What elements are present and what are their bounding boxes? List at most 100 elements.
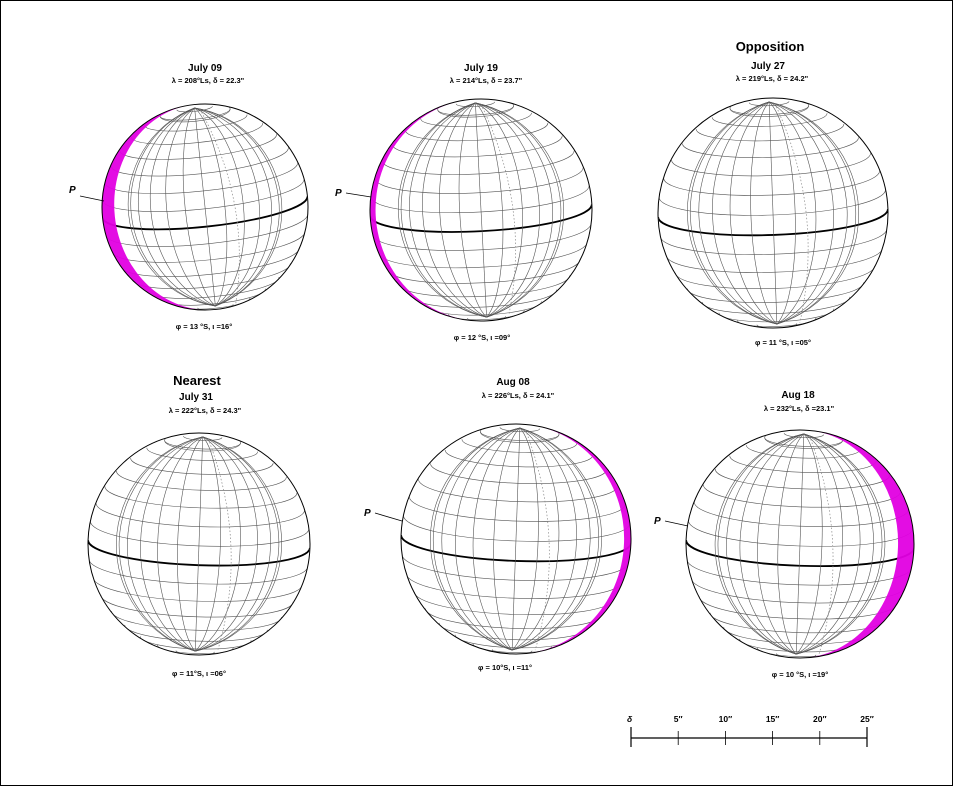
globe-outline (400, 423, 632, 655)
p-pointer-line (374, 512, 403, 522)
meridian-line (739, 433, 804, 655)
meridian-line (441, 427, 520, 651)
meridian-line (512, 427, 602, 651)
phase-defect-crescent (796, 430, 914, 658)
globe-ls-line: λ = 226°Ls, δ = 24.1" (482, 391, 555, 400)
globe-date: Aug 18 (781, 390, 815, 401)
meridian-line (475, 102, 487, 318)
meridian-line (698, 101, 777, 325)
meridian-line (717, 433, 804, 655)
meridian-line (400, 102, 487, 318)
globe-panel-july-27: Opposition July 27 λ = 219°Ls, δ = 24.2"… (657, 39, 889, 347)
meridian-line (149, 107, 216, 307)
dotted-meridian (480, 104, 516, 316)
globe-phi-line: φ = 10°S, ι =11° (478, 663, 532, 672)
meridian-line (795, 433, 823, 655)
globe-ls-line: λ = 219°Ls, δ = 24.2" (736, 74, 809, 83)
dotted-meridian (199, 108, 240, 304)
meridian-line (712, 101, 777, 325)
meridian-line (157, 436, 203, 652)
dotted-meridian (809, 435, 834, 655)
meridian-line (130, 107, 216, 307)
meridian-line (165, 107, 216, 307)
meridian-line (493, 427, 521, 651)
globe-heading: Opposition (736, 39, 805, 54)
mars-globe (101, 102, 309, 311)
meridian-line (195, 436, 282, 652)
graticule (369, 98, 593, 322)
diameter-scale-bar: δ 5″ 10″ 15″ 20″ 25″ (627, 714, 874, 747)
meridian-line (796, 433, 861, 655)
p-pointer-line (79, 195, 105, 202)
globe-outline (685, 429, 915, 659)
globe-phi-line: φ = 11 °S, ι =05° (755, 338, 811, 347)
meridian-line (194, 436, 204, 652)
meridian-line (194, 107, 280, 307)
meridian-line (455, 427, 520, 651)
globe-date: July 09 (188, 63, 222, 74)
meridian-line (512, 427, 599, 651)
meridian-line (796, 433, 874, 655)
scale-tick-label: 15″ (766, 714, 780, 724)
meridian-line (687, 101, 777, 325)
meridian-line (475, 102, 504, 318)
meridian-line (757, 433, 804, 655)
meridian-line (116, 436, 203, 652)
globe-grid (657, 97, 889, 329)
meridian-line (433, 427, 520, 651)
meridian-line (769, 101, 859, 325)
globe-date: July 19 (464, 63, 498, 74)
graticule (400, 423, 632, 655)
meridian-line (194, 107, 216, 307)
meridian-line (512, 427, 591, 651)
meridian-line (140, 436, 203, 652)
globe-date: July 27 (751, 61, 785, 72)
meridian-line (194, 107, 272, 307)
globe-panel-aug-08: Aug 08 λ = 226°Ls, δ = 24.1" φ = 10°S, ι… (364, 377, 632, 672)
scale-tick-label: 5″ (674, 714, 683, 724)
globe-phi-line: φ = 10 °S, ι =19° (772, 670, 828, 679)
globe-grid (101, 102, 309, 311)
globe-panel-aug-18: Aug 18 λ = 232°Ls, δ =23.1" φ = 10 °S, ι… (654, 390, 915, 679)
p-pointer-line (345, 192, 372, 198)
meridian-line (750, 101, 778, 325)
meridian-line (726, 433, 804, 655)
meridian-line (729, 101, 778, 325)
meridian-line (138, 107, 216, 307)
meridian-line (398, 102, 487, 318)
meridian-line (714, 433, 804, 655)
globe-outline (657, 97, 889, 329)
meridian-line (475, 102, 540, 318)
graticule (657, 97, 889, 329)
globe-phi-line: φ = 11°S, ι =06° (172, 669, 226, 678)
meridian-line (511, 427, 539, 651)
meridian-line (127, 436, 203, 652)
dotted-meridian (525, 429, 550, 651)
scale-tick-label: 20″ (813, 714, 827, 724)
meridian-line (118, 436, 203, 652)
mars-globe (87, 432, 311, 656)
scale-symbol: δ (627, 714, 633, 724)
meridian-line (182, 107, 216, 307)
meridian-line (194, 107, 245, 307)
meridian-line (127, 107, 216, 307)
meridian-line (796, 433, 883, 655)
meridian-line (475, 102, 523, 318)
globe-panel-july-09: July 09 λ = 208°Ls, δ = 22.3" φ = 13 °S,… (69, 63, 309, 331)
globe-outline (101, 103, 309, 311)
meridian-line (512, 427, 577, 651)
globe-grid (369, 98, 593, 322)
meridian-line (796, 433, 843, 655)
globe-date: July 31 (179, 392, 213, 403)
mars-globe (685, 429, 915, 659)
p-pointer-line (664, 520, 689, 527)
globe-outline (87, 432, 311, 656)
meridian-line (475, 102, 564, 318)
globe-grid (400, 423, 632, 655)
meridian-line (768, 101, 778, 325)
p-label: P (654, 516, 661, 527)
dotted-meridian (774, 103, 809, 323)
meridian-line (194, 107, 283, 307)
meridian-line (768, 101, 796, 325)
